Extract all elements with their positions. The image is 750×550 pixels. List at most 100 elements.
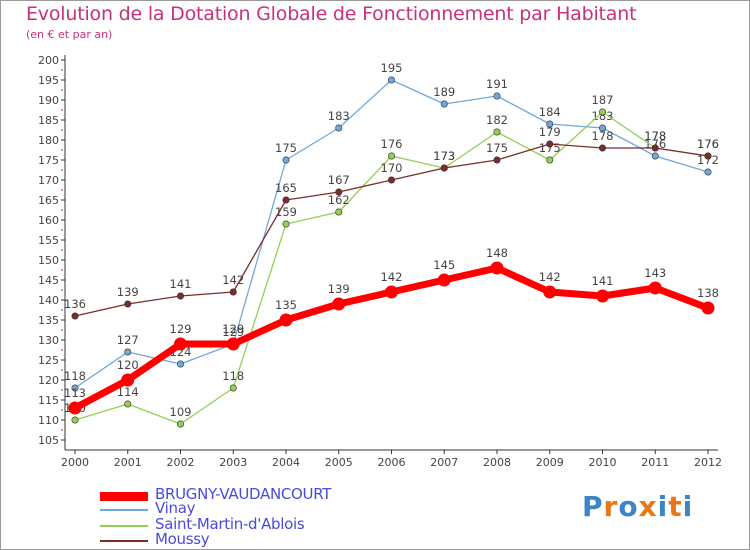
data-point [701, 301, 715, 315]
data-point [651, 144, 659, 152]
data-label: 113 [64, 386, 86, 400]
x-tick-label: 2011 [641, 456, 669, 469]
data-label: 145 [433, 258, 455, 272]
data-point [335, 124, 343, 132]
data-label: 129 [170, 322, 192, 336]
x-tick-label: 2000 [61, 456, 89, 469]
y-tick-label: 135 [38, 314, 59, 327]
data-point [648, 281, 662, 295]
legend-swatch-saint-martin [100, 525, 148, 527]
logo-letter: P [582, 490, 604, 523]
data-label: 175 [486, 141, 508, 155]
data-point [71, 416, 79, 424]
data-point [229, 384, 237, 392]
data-label: 129 [222, 325, 244, 339]
y-tick-label: 140 [38, 294, 59, 307]
data-label: 179 [539, 125, 561, 139]
data-label: 182 [486, 113, 508, 127]
data-point [490, 261, 504, 275]
x-tick-label: 2010 [589, 456, 617, 469]
data-label: 142 [222, 273, 244, 287]
legend-swatch-brugny [100, 492, 148, 501]
data-label: 141 [592, 274, 614, 288]
y-tick-label: 200 [38, 54, 59, 67]
data-point [546, 140, 554, 148]
data-label: 175 [275, 141, 297, 155]
y-tick-label: 145 [38, 274, 59, 287]
legend-label-brugny: BRUGNY-VAUDANCOURT [155, 485, 332, 503]
data-label: 172 [697, 153, 719, 167]
data-point [598, 124, 606, 132]
x-tick-label: 2005 [325, 456, 353, 469]
data-label: 187 [592, 93, 614, 107]
data-point [546, 120, 554, 128]
data-label: 184 [539, 105, 561, 119]
data-label: 165 [275, 181, 297, 195]
data-label: 195 [381, 61, 403, 75]
x-tick-label: 2001 [114, 456, 142, 469]
x-tick-label: 2009 [536, 456, 564, 469]
data-label: 183 [328, 109, 350, 123]
data-point [546, 156, 554, 164]
data-point [598, 108, 606, 116]
logo-letter: t [668, 490, 683, 523]
y-tick-label: 170 [38, 174, 59, 187]
data-point [68, 401, 82, 415]
x-tick-label: 2008 [483, 456, 511, 469]
data-label: 118 [222, 369, 244, 383]
logo-letter: i [682, 490, 694, 523]
data-label: 120 [117, 358, 139, 372]
y-tick-label: 105 [38, 434, 59, 447]
y-tick-label: 150 [38, 254, 59, 267]
y-tick-label: 120 [38, 374, 59, 387]
data-point [387, 76, 395, 84]
data-point [335, 208, 343, 216]
data-point [279, 313, 293, 327]
data-label: 114 [117, 385, 139, 399]
data-label: 170 [381, 161, 403, 175]
data-point [493, 156, 501, 164]
data-label: 176 [381, 137, 403, 151]
chart-title: Evolution de la Dotation Globale de Fonc… [26, 3, 637, 25]
data-label: 136 [64, 297, 86, 311]
data-point [387, 176, 395, 184]
data-label: 129 [222, 322, 244, 336]
data-point [704, 152, 712, 160]
y-tick-label: 185 [38, 114, 59, 127]
data-label: 178 [644, 129, 666, 143]
legend-swatch-vinay [100, 509, 148, 511]
data-label: 159 [275, 205, 297, 219]
data-point [71, 384, 79, 392]
data-point [177, 420, 185, 428]
data-point [124, 300, 132, 308]
data-point [174, 337, 187, 351]
data-label: 135 [275, 298, 297, 312]
data-point [437, 273, 451, 287]
data-label: 167 [328, 173, 350, 187]
data-point [335, 188, 343, 196]
data-point [282, 220, 290, 228]
data-point [598, 144, 606, 152]
logo-letter: i [657, 490, 669, 523]
legend-label-vinay: Vinay [155, 499, 196, 517]
data-label: 173 [433, 149, 455, 163]
data-label: 176 [697, 137, 719, 151]
y-tick-label: 175 [38, 154, 59, 167]
data-point [704, 168, 712, 176]
x-tick-label: 2003 [219, 456, 247, 469]
data-label: 173 [433, 149, 455, 163]
y-tick-label: 115 [38, 394, 59, 407]
data-label: 109 [170, 405, 192, 419]
data-label: 138 [697, 286, 719, 300]
data-point [121, 373, 135, 387]
data-label: 139 [117, 285, 139, 299]
legend-swatch-moussy [100, 540, 148, 542]
data-point [440, 100, 448, 108]
x-tick-label: 2004 [272, 456, 300, 469]
data-point [282, 156, 290, 164]
y-tick-label: 195 [38, 74, 59, 87]
data-label: 178 [592, 129, 614, 143]
logo-letter: r [603, 490, 619, 523]
